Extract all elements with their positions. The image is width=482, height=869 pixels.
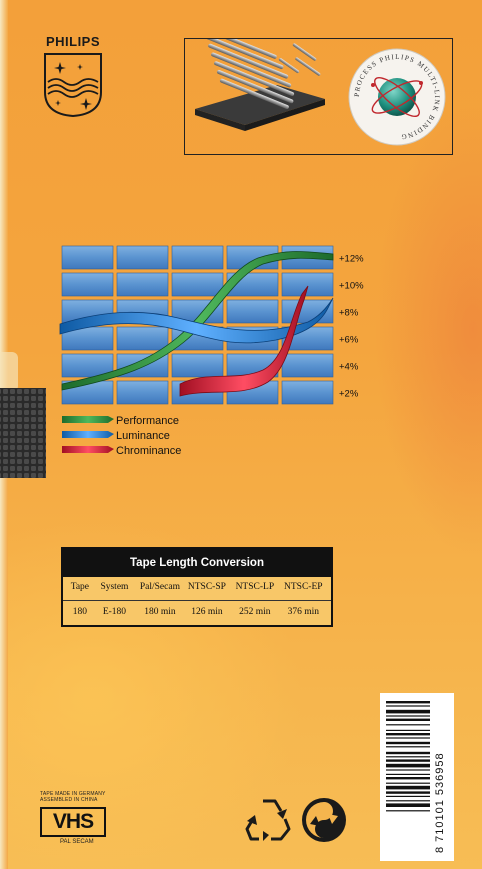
barcode-bar [386, 741, 430, 745]
barcode-bar [386, 724, 430, 726]
col-header: NTSC-LP [235, 582, 275, 592]
grid-tile [61, 272, 114, 297]
table-divider [63, 600, 331, 601]
grid-tile [116, 245, 169, 270]
barcode-bar [386, 709, 430, 714]
barcode-bar [386, 715, 430, 717]
tape-illustration: PROCESS PHILIPS MULTI-LINK BINDING [195, 26, 446, 146]
worn-edge [0, 352, 18, 392]
barcode-bar [386, 800, 430, 802]
tape-particles-image: PROCESS PHILIPS MULTI-LINK BINDING [184, 26, 453, 155]
barcode: 8 710101 536958 [380, 693, 454, 861]
table-cell: 252 min [239, 607, 271, 617]
philips-shield-icon [44, 53, 102, 118]
series-curves [59, 251, 334, 397]
col-header: System [100, 582, 129, 592]
cassette-window [0, 388, 46, 478]
barcode-bar [386, 777, 430, 780]
brand-name: PHILIPS [45, 34, 101, 49]
table-cell: 126 min [191, 607, 223, 617]
barcode-bar [386, 769, 430, 771]
col-header: Tape [70, 582, 90, 592]
grid-tile [281, 272, 334, 297]
barcode-bar [386, 785, 430, 790]
legend-label: Luminance [116, 430, 170, 442]
barcode-bar [386, 810, 430, 812]
grid-tile [116, 326, 169, 351]
col-header: NTSC-EP [284, 582, 323, 592]
legend-swatch [62, 431, 114, 438]
recycle-icon [245, 799, 291, 841]
vhs-logo: VHS [40, 807, 106, 837]
grid-tile [116, 380, 169, 405]
barcode-bar [386, 795, 430, 797]
chart-legend: Performance Luminance Chrominance [62, 415, 181, 457]
barcode-bar [386, 705, 430, 707]
grid-tile [61, 353, 114, 378]
col-header: NTSC-SP [187, 582, 226, 592]
grid-tile [226, 299, 279, 324]
series-chrominance [179, 285, 309, 397]
barcode-bar [386, 773, 430, 775]
y-tick-label: +4% [339, 362, 359, 373]
table-header-row: Tape System Pal/Secam NTSC-SP NTSC-LP NT… [67, 582, 327, 598]
barcode-bar [386, 803, 430, 807]
y-tick-labels: +12% +10% +8% +6% +4% +2% [339, 254, 364, 400]
barcode-bar [386, 733, 430, 736]
vhs-text: VHS [52, 810, 94, 833]
legend-swatch [62, 416, 114, 423]
multilink-seal: PROCESS PHILIPS MULTI-LINK BINDING [348, 48, 446, 146]
table-cell: 180 [72, 607, 87, 617]
table-cell: 180 min [144, 607, 176, 617]
origin-line-1: TAPE MADE IN GERMANY [40, 791, 106, 797]
origin-line-2: ASSEMBLED IN CHINA [40, 797, 98, 803]
barcode-bar [386, 756, 430, 758]
grid-tile [281, 353, 334, 378]
barcode-bar [386, 791, 430, 794]
table-cell: E-180 [102, 607, 127, 617]
grid-tile [171, 272, 224, 297]
barcode-bar [386, 701, 430, 704]
legend-swatch [62, 446, 114, 453]
series-luminance [59, 297, 334, 344]
barcode-bar [386, 737, 430, 739]
barcode-digits: 8 710101 536958 [434, 752, 446, 853]
grid-tile [281, 380, 334, 405]
window-pattern [0, 388, 46, 478]
barcode-bar [386, 763, 430, 768]
philips-logo: PHILIPS [38, 34, 108, 124]
barcode-bar [386, 759, 430, 762]
table-cell: 376 min [287, 607, 319, 617]
barcode-bar [386, 751, 430, 755]
y-tick-label: +10% [339, 281, 364, 292]
barcode-bar [386, 746, 430, 748]
barcode-bar [386, 718, 430, 721]
barcode-bar [386, 729, 430, 731]
table-title: Tape Length Conversion [63, 549, 331, 577]
y-tick-label: +6% [339, 335, 359, 346]
y-tick-label: +12% [339, 254, 364, 265]
legend-label: Performance [116, 415, 179, 427]
barcode-bar [386, 782, 430, 784]
chart-canvas: +12% +10% +8% +6% +4% +2% Performance Luminanc… [59, 245, 364, 457]
green-dot-icon [302, 798, 346, 842]
atom-icon [378, 78, 416, 116]
grid-tile [116, 272, 169, 297]
grid-tile [61, 245, 114, 270]
y-tick-label: +2% [339, 389, 359, 400]
grid-tile [171, 353, 224, 378]
legend-label: Chrominance [116, 445, 181, 457]
tv-system: PAL SECAM [60, 839, 94, 845]
series-performance [61, 251, 334, 391]
grid-tile [171, 245, 224, 270]
y-tick-label: +8% [339, 308, 359, 319]
magnetic-rods [202, 26, 321, 109]
tape-length-table: Tape Length Conversion Tape System Pal/S… [61, 547, 333, 627]
barcode-bars [386, 701, 430, 812]
col-header: Pal/Secam [139, 582, 180, 592]
table-row: 180 E-180 180 min 126 min 252 min 376 mi… [67, 607, 327, 623]
performance-chart: +12% +10% +8% +6% +4% +2% Performance Luminanc… [58, 242, 378, 462]
